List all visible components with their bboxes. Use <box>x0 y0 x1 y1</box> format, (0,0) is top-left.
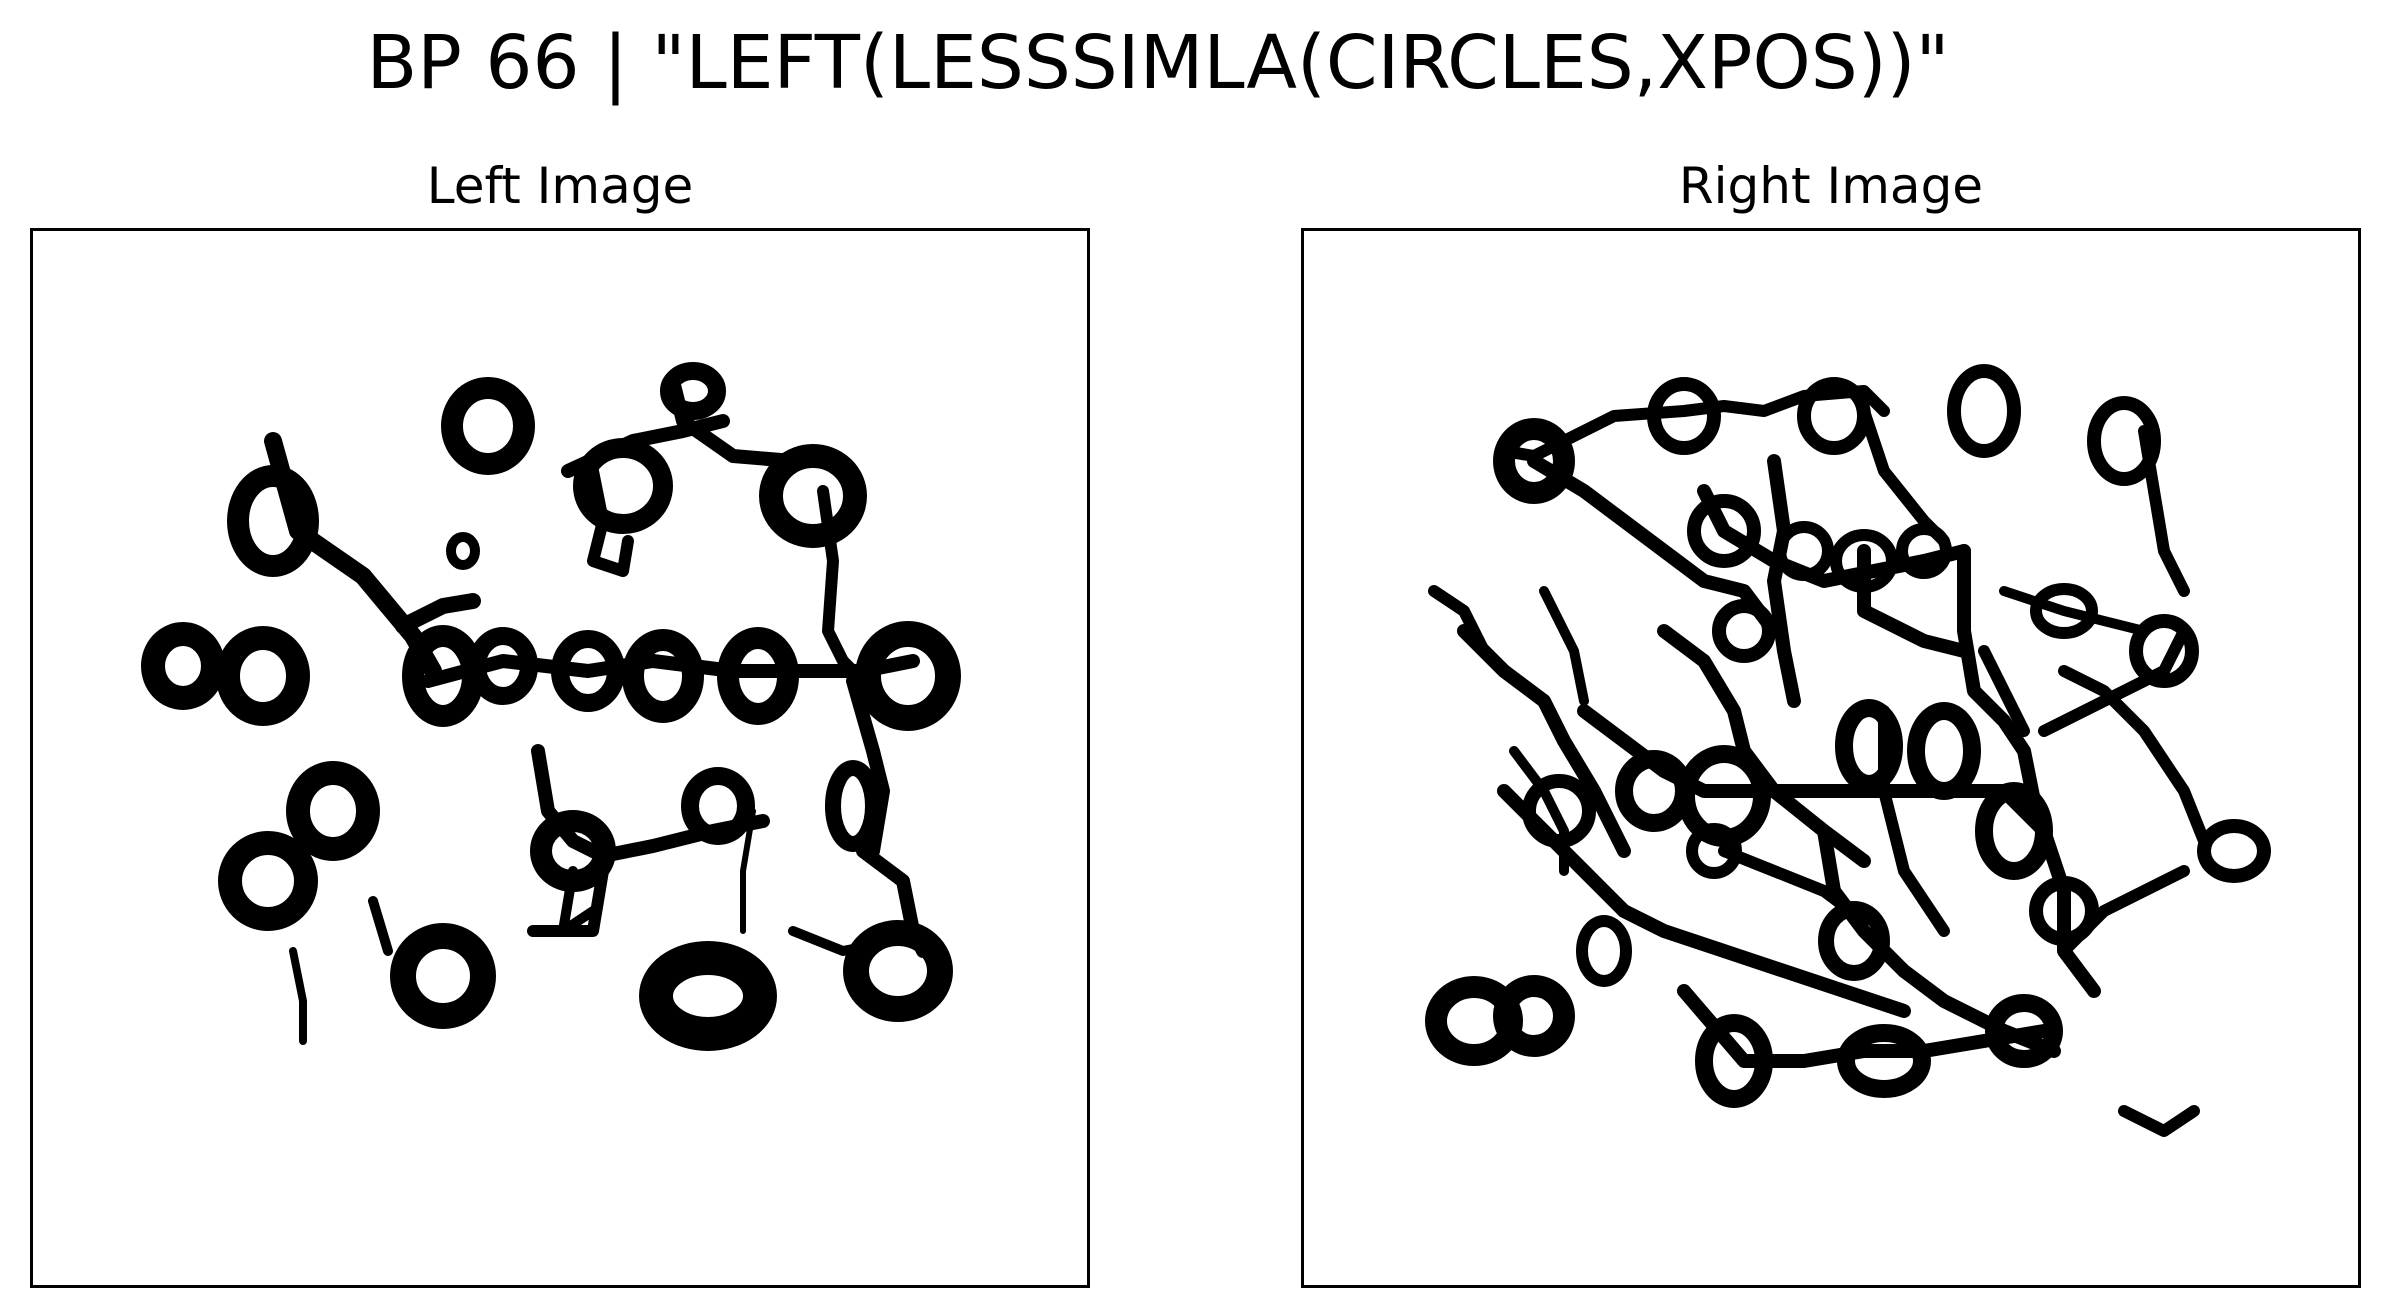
ring-blob <box>1797 377 1871 455</box>
ring-blob <box>2197 819 2271 883</box>
ring-blob <box>1818 901 1890 981</box>
network-stroke <box>1999 586 2149 636</box>
network-stroke <box>1457 624 1631 858</box>
ring-blob <box>530 810 616 892</box>
ring-blob <box>759 444 867 548</box>
ring-blob <box>1493 418 1575 504</box>
ring-blob <box>1615 750 1693 832</box>
network-stroke <box>2058 665 2210 847</box>
ring-blob <box>446 532 480 570</box>
network-stroke <box>1767 454 1801 708</box>
left-image-panel <box>30 228 1090 1288</box>
ring-blob <box>2030 583 2098 639</box>
ring-blob <box>1712 599 1776 663</box>
ring-blob <box>660 362 726 420</box>
network-stroke <box>1997 784 2101 998</box>
left-panel-title: Left Image <box>426 157 694 215</box>
ring-blob <box>218 831 318 931</box>
connector-stroke <box>289 947 307 1045</box>
network-stroke <box>1878 705 1950 937</box>
right-panel-title: Right Image <box>1678 157 1984 215</box>
ring-blob <box>1493 975 1575 1057</box>
ring-blob <box>390 923 496 1029</box>
network-stroke <box>2118 1105 2200 1137</box>
ring-blob <box>825 760 881 852</box>
network-stroke <box>1527 454 1781 638</box>
ring-blob <box>573 438 673 534</box>
connector-stroke <box>740 808 756 934</box>
connector-stroke <box>368 896 393 956</box>
network-stroke <box>1677 984 2051 1068</box>
ring-blob <box>1686 823 1742 879</box>
ring-blob <box>1985 994 2063 1068</box>
ring-blob <box>855 621 961 731</box>
network-stroke <box>1697 484 1971 588</box>
connector-stroke <box>395 593 481 634</box>
ring-blob <box>1687 494 1761 568</box>
ring-blob <box>468 627 538 705</box>
ring-blob <box>1907 702 1981 800</box>
ring-blob <box>1647 377 1721 455</box>
ring-blob <box>227 465 319 577</box>
ring-blob <box>2129 614 2199 688</box>
ring-blob <box>717 627 799 725</box>
ring-blob <box>141 622 225 710</box>
right-image-panel <box>1301 228 2361 1288</box>
ring-blob <box>843 920 953 1022</box>
ring-blob <box>551 630 625 712</box>
network-stroke <box>1957 544 2041 808</box>
network-stroke <box>1577 704 2011 798</box>
network-stroke <box>2038 625 2190 737</box>
ring-blob <box>1975 782 2053 880</box>
ring-blob <box>622 629 704 723</box>
left-image-drawing <box>141 362 961 1051</box>
ring-blob <box>1576 915 1632 987</box>
ring-blob <box>216 626 310 726</box>
ring-blob <box>1830 529 1898 593</box>
ring-blob <box>1947 364 2021 458</box>
network-stroke <box>1509 746 1569 876</box>
ring-blob <box>2087 396 2161 486</box>
ring-blob <box>1896 523 1952 579</box>
ring-blob <box>2029 876 2099 946</box>
figure-title: BP 66 | "LEFT(LESSSIMLA(CIRCLES,XPOS))" <box>366 20 1950 106</box>
ring-blob <box>639 941 777 1051</box>
network-stroke <box>1539 586 1589 706</box>
ring-blob <box>1522 774 1596 848</box>
ring-blob <box>1835 699 1903 793</box>
ring-blob <box>441 377 535 475</box>
ring-blob <box>681 767 755 845</box>
connector-stroke <box>666 374 800 468</box>
ring-blob <box>1837 1024 1931 1098</box>
ring-blob <box>1774 521 1834 581</box>
ring-blob <box>286 761 380 861</box>
right-image-drawing <box>1425 364 2271 1137</box>
network-stroke <box>1858 405 1950 547</box>
connector-stroke <box>527 865 609 937</box>
network-stroke <box>1428 585 1490 657</box>
network-stroke <box>1978 645 2030 737</box>
ring-blob <box>1695 1014 1773 1108</box>
